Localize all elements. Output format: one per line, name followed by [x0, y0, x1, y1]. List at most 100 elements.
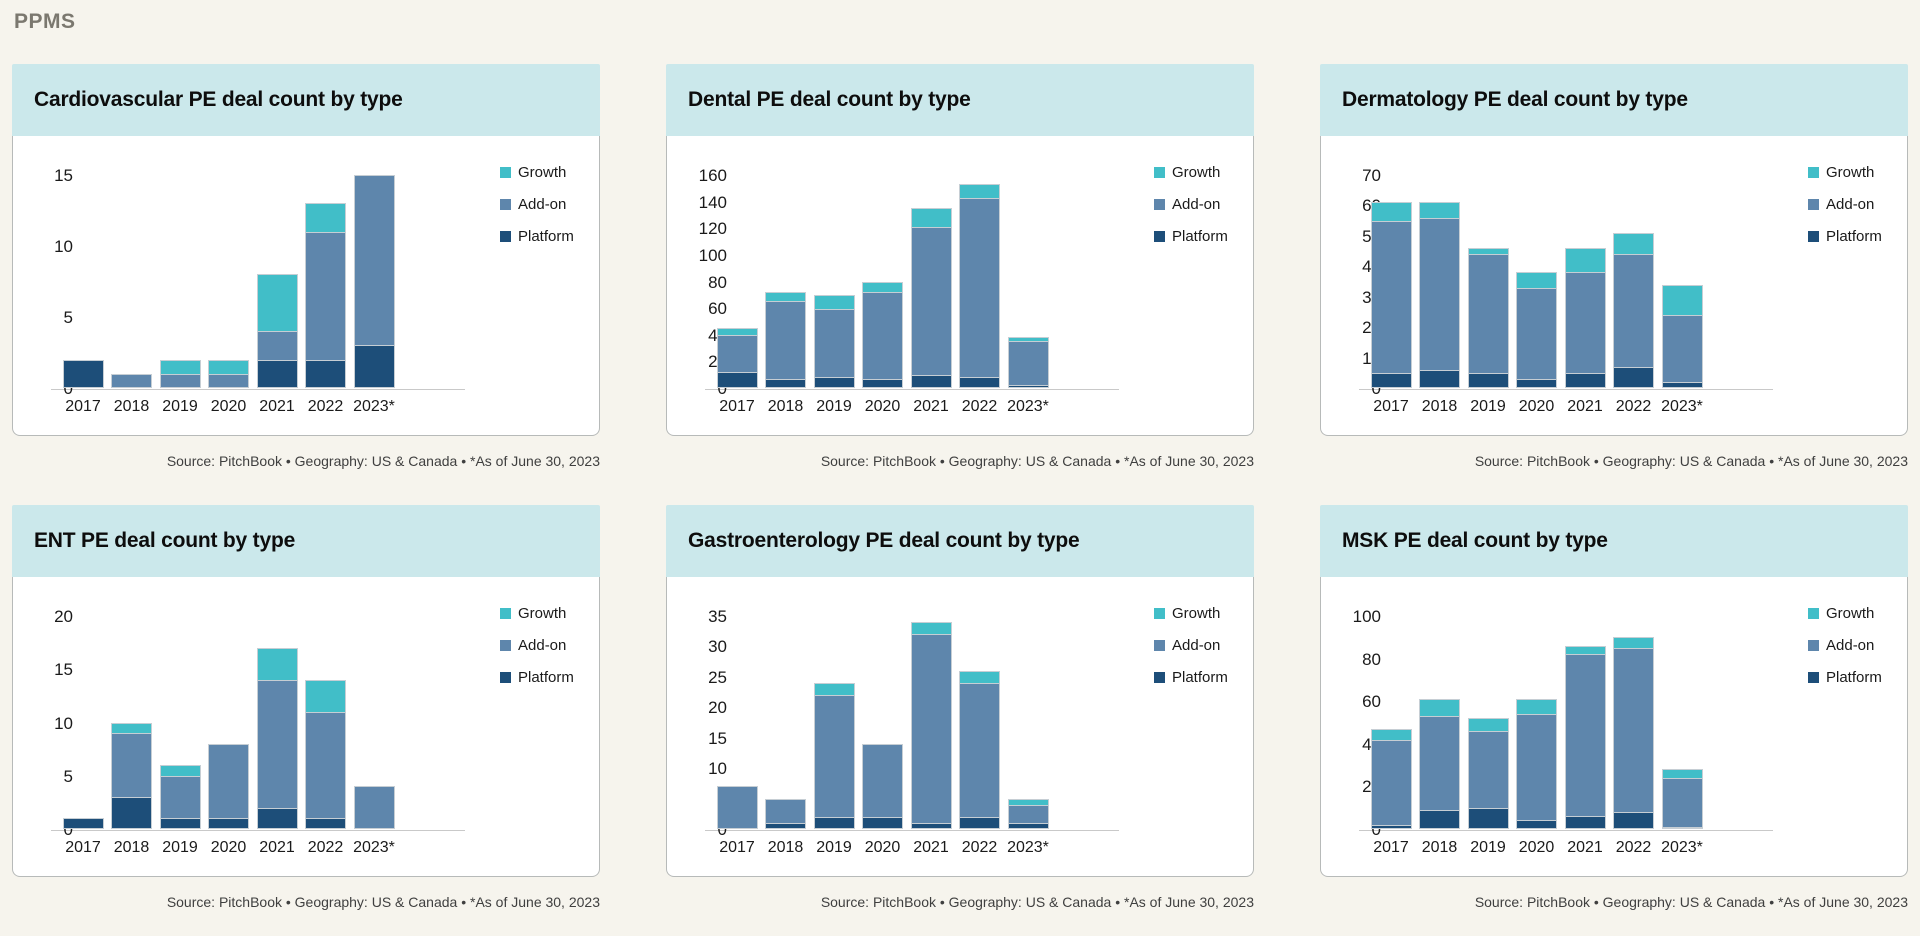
- y-tick-label: 60: [708, 299, 727, 319]
- growth-legend-swatch-icon: [1808, 608, 1819, 619]
- addon-segment: [959, 682, 1000, 817]
- x-tick-label: 2020: [864, 839, 901, 856]
- chart-card-msk: MSK PE deal count by type 02040608010020…: [1320, 505, 1908, 910]
- legend: Growth Add-on Platform: [1808, 605, 1882, 686]
- growth-segment: [256, 274, 298, 332]
- platform-segment: [1419, 369, 1460, 388]
- legend-item-platform: Platform: [1154, 228, 1228, 245]
- addon-legend-swatch-icon: [500, 199, 511, 210]
- stacked-bar-2021: [256, 647, 298, 829]
- growth-segment: [862, 281, 903, 293]
- growth-segment: [1007, 337, 1049, 342]
- stacked-bar-2022: [1613, 232, 1654, 388]
- growth-segment: [813, 682, 855, 696]
- chart-title: Dental PE deal count by type: [688, 88, 971, 111]
- legend-item-growth: Growth: [1154, 605, 1228, 622]
- growth-segment: [1419, 202, 1460, 218]
- y-tick-label: 15: [708, 728, 727, 748]
- y-tick-label: 35: [708, 607, 727, 626]
- stacked-bar-2019: [813, 682, 855, 829]
- chart-plot-area: 0 5 10 15 2017 2018 2019 2020 2021 2022 2023* Growt…: [12, 136, 600, 436]
- platform-legend-swatch-icon: [1154, 672, 1165, 683]
- platform-segment: [305, 359, 346, 388]
- y-tick-label: 10: [54, 713, 73, 733]
- growth-segment: [1613, 232, 1654, 255]
- platform-segment: [910, 822, 952, 829]
- chart-plot-area: 0102030405060702017201820192020202120222…: [1320, 136, 1908, 436]
- growth-segment: [959, 670, 1000, 683]
- stacked-bar-2021: [910, 622, 952, 829]
- platform-segment: [62, 818, 104, 829]
- stacked-bar-2019: [1467, 248, 1509, 388]
- chart-card-dermatology: Dermatology PE deal count by type 010203…: [1320, 64, 1908, 469]
- x-tick-label: 2023*: [1661, 839, 1703, 856]
- x-tick-label: 2018: [1421, 398, 1458, 415]
- x-tick-label: 2019: [162, 839, 198, 856]
- growth-segment: [208, 359, 249, 374]
- addon-legend-swatch-icon: [1808, 640, 1819, 651]
- x-tick-label: 2018: [767, 839, 804, 856]
- chart-plot-area: 0 5 10 15 20 2017 2018 2019 2020 2021 2022 2023* Gro…: [12, 577, 600, 877]
- chart-title-bar: MSK PE deal count by type: [1320, 505, 1908, 577]
- y-tick-label: 0: [717, 820, 727, 839]
- platform-segment: [910, 374, 952, 388]
- stacked-bar-2023: [1007, 337, 1049, 388]
- growth-segment: [1419, 699, 1460, 717]
- stacked-bar-2017: [716, 328, 758, 388]
- platform-segment: [159, 818, 201, 829]
- x-axis-line: [1359, 389, 1773, 390]
- chart-card-ent: ENT PE deal count by type 0 5 10 15 20 2017 20…: [12, 505, 600, 910]
- y-tick-label: 140: [698, 192, 727, 212]
- addon-legend-swatch-icon: [1808, 199, 1819, 210]
- addon-segment: [353, 175, 395, 346]
- y-tick-label: 30: [708, 637, 727, 657]
- growth-legend-swatch-icon: [1154, 608, 1165, 619]
- x-tick-label: 2021: [259, 839, 295, 856]
- chart-title: Cardiovascular PE deal count by type: [34, 88, 403, 111]
- platform-segment: [862, 378, 903, 388]
- x-tick-label: 2023*: [1007, 839, 1049, 856]
- addon-segment: [305, 231, 346, 360]
- y-tick-label: 70: [1362, 166, 1381, 185]
- y-tick-label: 160: [698, 166, 727, 185]
- page-title: PPMS: [14, 10, 76, 33]
- platform-segment: [765, 378, 806, 388]
- chart-title: Dermatology PE deal count by type: [1342, 88, 1688, 111]
- x-tick-label: 2017: [719, 398, 755, 415]
- x-tick-label: 2018: [1421, 839, 1458, 856]
- legend-item-platform: Platform: [1808, 228, 1882, 245]
- platform-legend-swatch-icon: [1808, 231, 1819, 242]
- chart-source-note: Source: PitchBook • Geography: US & Cana…: [1474, 453, 1908, 469]
- addon-segment: [1370, 220, 1412, 373]
- x-tick-label: 2021: [913, 398, 949, 415]
- addon-segment: [1661, 314, 1703, 382]
- chart-title: Gastroenterology PE deal count by type: [688, 529, 1080, 552]
- platform-segment: [813, 816, 855, 829]
- stacked-bar-2020: [1516, 699, 1557, 829]
- platform-segment: [1516, 378, 1557, 388]
- stacked-bar-2023: [353, 175, 395, 388]
- x-axis-line: [1359, 830, 1773, 831]
- x-axis-line: [51, 389, 465, 390]
- legend-label: Add-on: [518, 196, 567, 213]
- addon-segment: [813, 695, 855, 817]
- x-tick-label: 2018: [767, 398, 804, 415]
- legend-label: Add-on: [1172, 637, 1221, 654]
- y-tick-label: 25: [708, 667, 727, 687]
- x-tick-label: 2022: [961, 398, 998, 415]
- y-tick-label: 15: [54, 166, 73, 185]
- chart-card-dental: Dental PE deal count by type 02040608010…: [666, 64, 1254, 469]
- growth-legend-swatch-icon: [1154, 167, 1165, 178]
- stacked-bar-2020: [862, 281, 903, 388]
- stacked-bar-2020: [208, 743, 249, 829]
- y-tick-label: 15: [54, 660, 73, 680]
- x-tick-label: 2019: [1470, 839, 1506, 856]
- legend-label: Growth: [1826, 164, 1875, 181]
- chart-title-bar: Cardiovascular PE deal count by type: [12, 64, 600, 136]
- addon-legend-swatch-icon: [1154, 199, 1165, 210]
- legend: Growth Add-on Platform: [1808, 164, 1882, 245]
- x-tick-label: 2019: [162, 398, 198, 415]
- platform-legend-swatch-icon: [500, 231, 511, 242]
- growth-segment: [1564, 248, 1606, 273]
- y-tick-label: 100: [1352, 607, 1381, 626]
